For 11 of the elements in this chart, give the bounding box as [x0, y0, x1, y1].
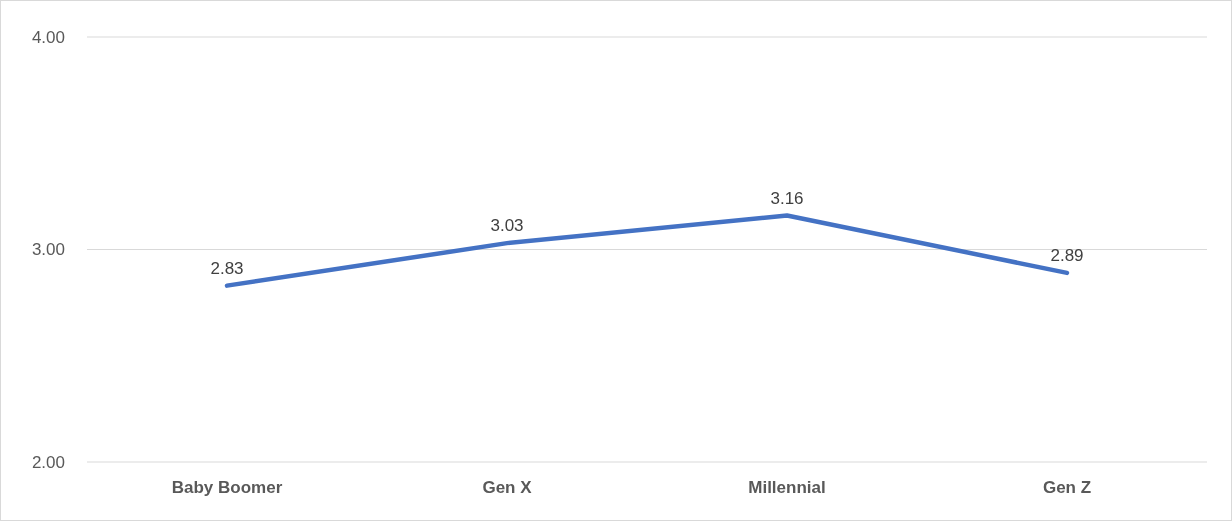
- data-label: 2.89: [1050, 245, 1084, 265]
- data-label: 3.03: [490, 216, 524, 236]
- x-tick-label: Millennial: [748, 478, 826, 497]
- data-label: 3.16: [770, 188, 804, 208]
- x-tick-label: Gen X: [482, 478, 533, 497]
- y-tick-label: 2.00: [31, 452, 65, 472]
- data-label: 2.83: [210, 258, 244, 278]
- x-tick-label: Baby Boomer: [171, 478, 283, 497]
- y-tick-label: 4.00: [31, 27, 65, 47]
- y-tick-label: 3.00: [31, 240, 65, 260]
- x-tick-label: Gen Z: [1042, 478, 1092, 497]
